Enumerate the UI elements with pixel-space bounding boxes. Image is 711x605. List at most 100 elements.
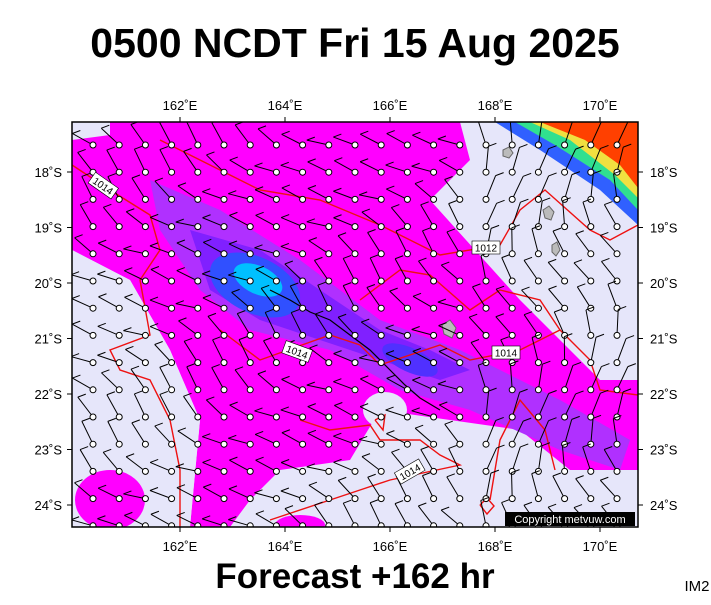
station [431, 251, 437, 257]
station [404, 496, 410, 502]
station [247, 523, 253, 529]
lat-label: 24˚S [650, 498, 678, 513]
station [247, 468, 253, 474]
station [431, 360, 437, 366]
lon-label: 170˚E [583, 539, 618, 554]
station [195, 169, 201, 175]
station [273, 169, 279, 175]
station [142, 360, 148, 366]
station [352, 523, 358, 529]
station [588, 278, 594, 284]
station [195, 251, 201, 257]
station [247, 169, 253, 175]
station [588, 332, 594, 338]
station [562, 387, 568, 393]
station [457, 278, 463, 284]
station [457, 523, 463, 529]
station [273, 305, 279, 311]
station [404, 305, 410, 311]
station [169, 169, 175, 175]
station [378, 332, 384, 338]
station [142, 332, 148, 338]
lat-label: 19˚S [35, 221, 63, 236]
station [326, 468, 332, 474]
station [588, 224, 594, 230]
station [326, 142, 332, 148]
station [142, 468, 148, 474]
forecast-label: Forecast +162 hr [215, 557, 495, 596]
station [378, 441, 384, 447]
station [431, 387, 437, 393]
station [483, 523, 489, 529]
station [457, 305, 463, 311]
station [90, 278, 96, 284]
station [221, 414, 227, 420]
station [378, 169, 384, 175]
copyright: Copyright metvuw.com [514, 514, 625, 526]
lat-label: 21˚S [35, 332, 63, 347]
station [195, 387, 201, 393]
station [169, 523, 175, 529]
lat-label: 24˚S [35, 498, 63, 513]
station [404, 332, 410, 338]
station [142, 251, 148, 257]
station [90, 224, 96, 230]
station [116, 523, 122, 529]
station [378, 414, 384, 420]
station [457, 196, 463, 202]
lat-label: 19˚S [650, 221, 678, 236]
station [195, 142, 201, 148]
station [221, 251, 227, 257]
station [457, 441, 463, 447]
station [431, 468, 437, 474]
station [404, 169, 410, 175]
station [142, 305, 148, 311]
station [247, 332, 253, 338]
station [431, 414, 437, 420]
station [116, 169, 122, 175]
station [509, 169, 515, 175]
station [378, 196, 384, 202]
station [169, 332, 175, 338]
station [352, 305, 358, 311]
station [378, 360, 384, 366]
precip-patch [75, 470, 145, 530]
station [431, 332, 437, 338]
station [247, 278, 253, 284]
lat-label: 18˚S [35, 165, 63, 180]
station [247, 142, 253, 148]
station [221, 278, 227, 284]
station [431, 142, 437, 148]
station [509, 196, 515, 202]
station [562, 360, 568, 366]
station [378, 387, 384, 393]
station [352, 496, 358, 502]
station [116, 142, 122, 148]
station [326, 496, 332, 502]
station [326, 332, 332, 338]
station [535, 387, 541, 393]
station [142, 169, 148, 175]
station [300, 278, 306, 284]
station [221, 387, 227, 393]
station [404, 224, 410, 230]
station [90, 468, 96, 474]
station [90, 496, 96, 502]
station [614, 305, 620, 311]
station [169, 414, 175, 420]
station [614, 196, 620, 202]
station [247, 496, 253, 502]
station [195, 305, 201, 311]
station [142, 278, 148, 284]
station [483, 196, 489, 202]
station [90, 414, 96, 420]
station [614, 224, 620, 230]
lon-label: 166˚E [373, 98, 408, 113]
station [300, 387, 306, 393]
station [90, 360, 96, 366]
station [300, 523, 306, 529]
lat-label: 23˚S [35, 443, 63, 458]
station [273, 278, 279, 284]
station [457, 496, 463, 502]
station [404, 414, 410, 420]
